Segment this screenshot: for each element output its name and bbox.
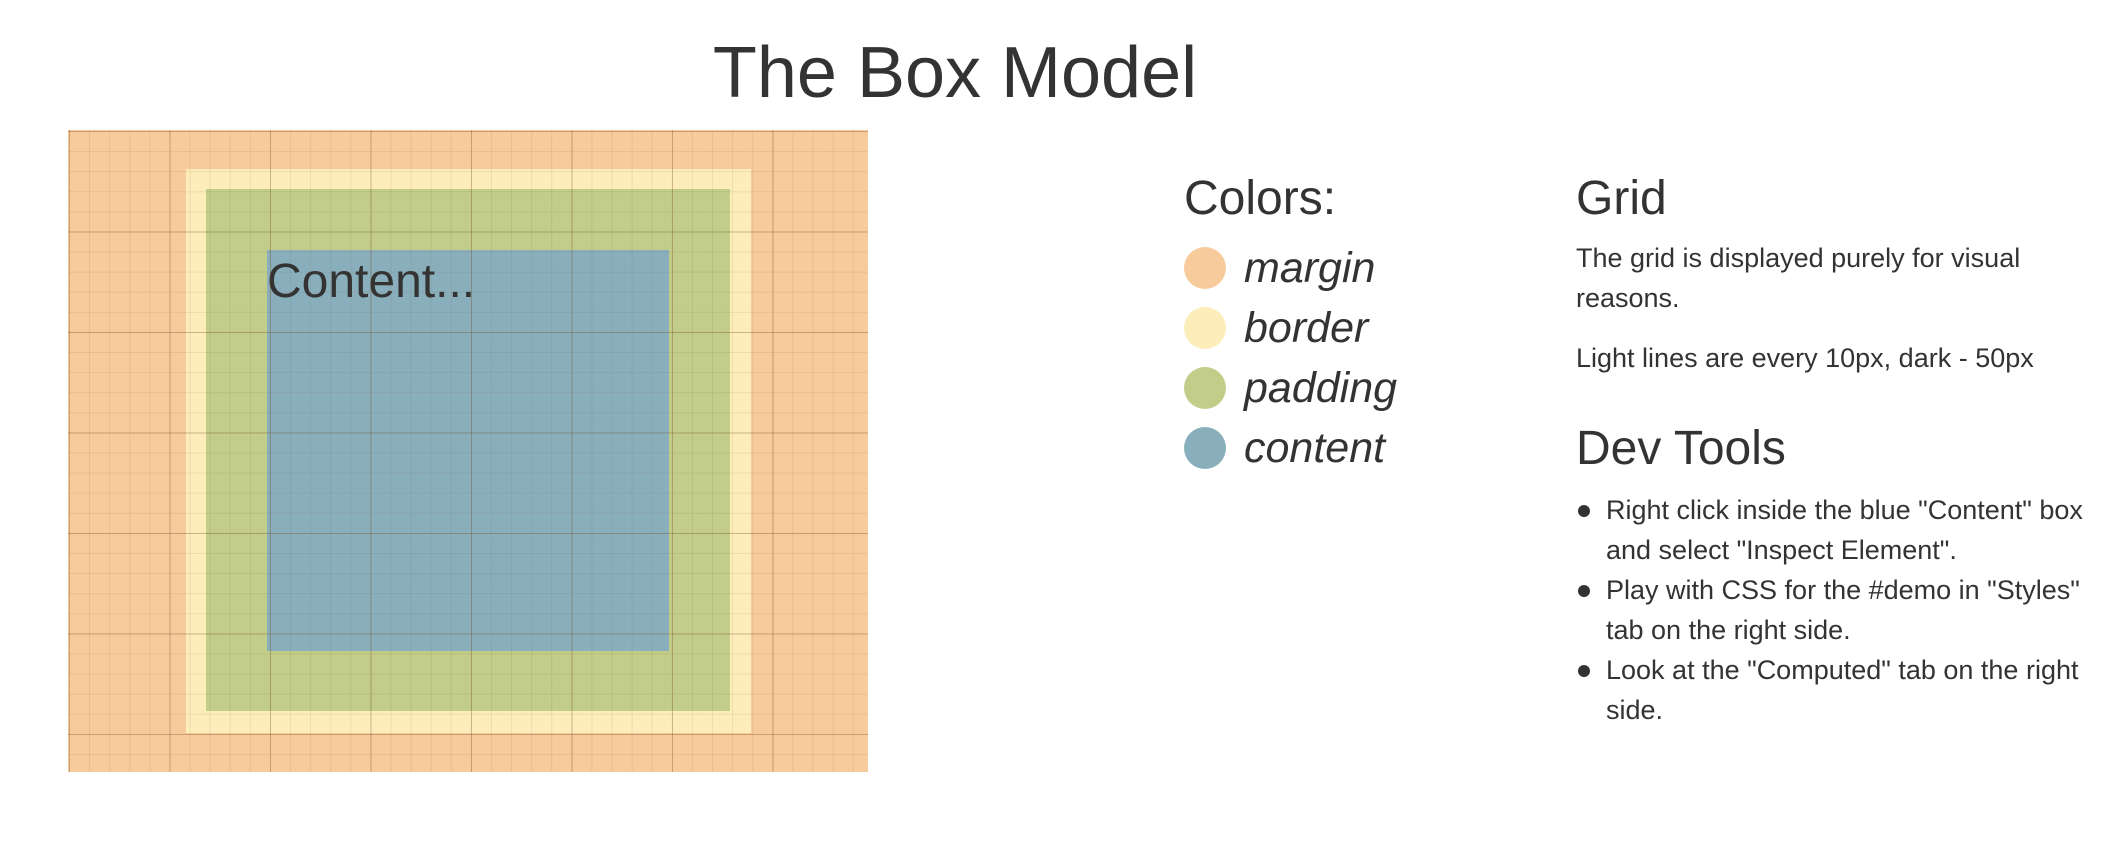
content-box[interactable]	[267, 250, 669, 651]
legend-item-content: content	[1184, 418, 1397, 478]
legend-item-padding: padding	[1184, 358, 1397, 418]
grid-lines-note: Light lines are every 10px, dark - 50px	[1576, 343, 2034, 373]
legend-item-border: border	[1184, 298, 1397, 358]
devtools-title: Dev Tools	[1576, 422, 1786, 475]
content-swatch-icon	[1184, 427, 1226, 469]
border-swatch-icon	[1184, 307, 1226, 349]
legend-label: margin	[1244, 243, 1376, 292]
legend-label: border	[1244, 303, 1369, 352]
info-panel: Grid The grid is displayed purely for vi…	[1576, 170, 2096, 730]
legend-label: padding	[1244, 363, 1398, 412]
grid-description: The grid is displayed purely for visual …	[1576, 243, 2021, 313]
devtools-tips-list: Right click inside the blue "Content" bo…	[1576, 490, 2096, 730]
margin-swatch-icon	[1184, 247, 1226, 289]
page-title: The Box Model	[712, 33, 1198, 113]
legend-label: content	[1244, 423, 1386, 472]
legend-item-margin: margin	[1184, 238, 1397, 298]
colors-legend: Colors: margin border padding content	[1184, 170, 1397, 478]
devtools-tip: Right click inside the blue "Content" bo…	[1576, 490, 2096, 570]
devtools-tip: Look at the "Computed" tab on the right …	[1576, 650, 2096, 730]
colors-title: Colors:	[1184, 172, 1337, 225]
devtools-tip: Play with CSS for the #demo in "Styles" …	[1576, 570, 2096, 650]
content-label: Content...	[267, 255, 476, 308]
grid-title: Grid	[1576, 172, 1667, 225]
padding-swatch-icon	[1184, 367, 1226, 409]
